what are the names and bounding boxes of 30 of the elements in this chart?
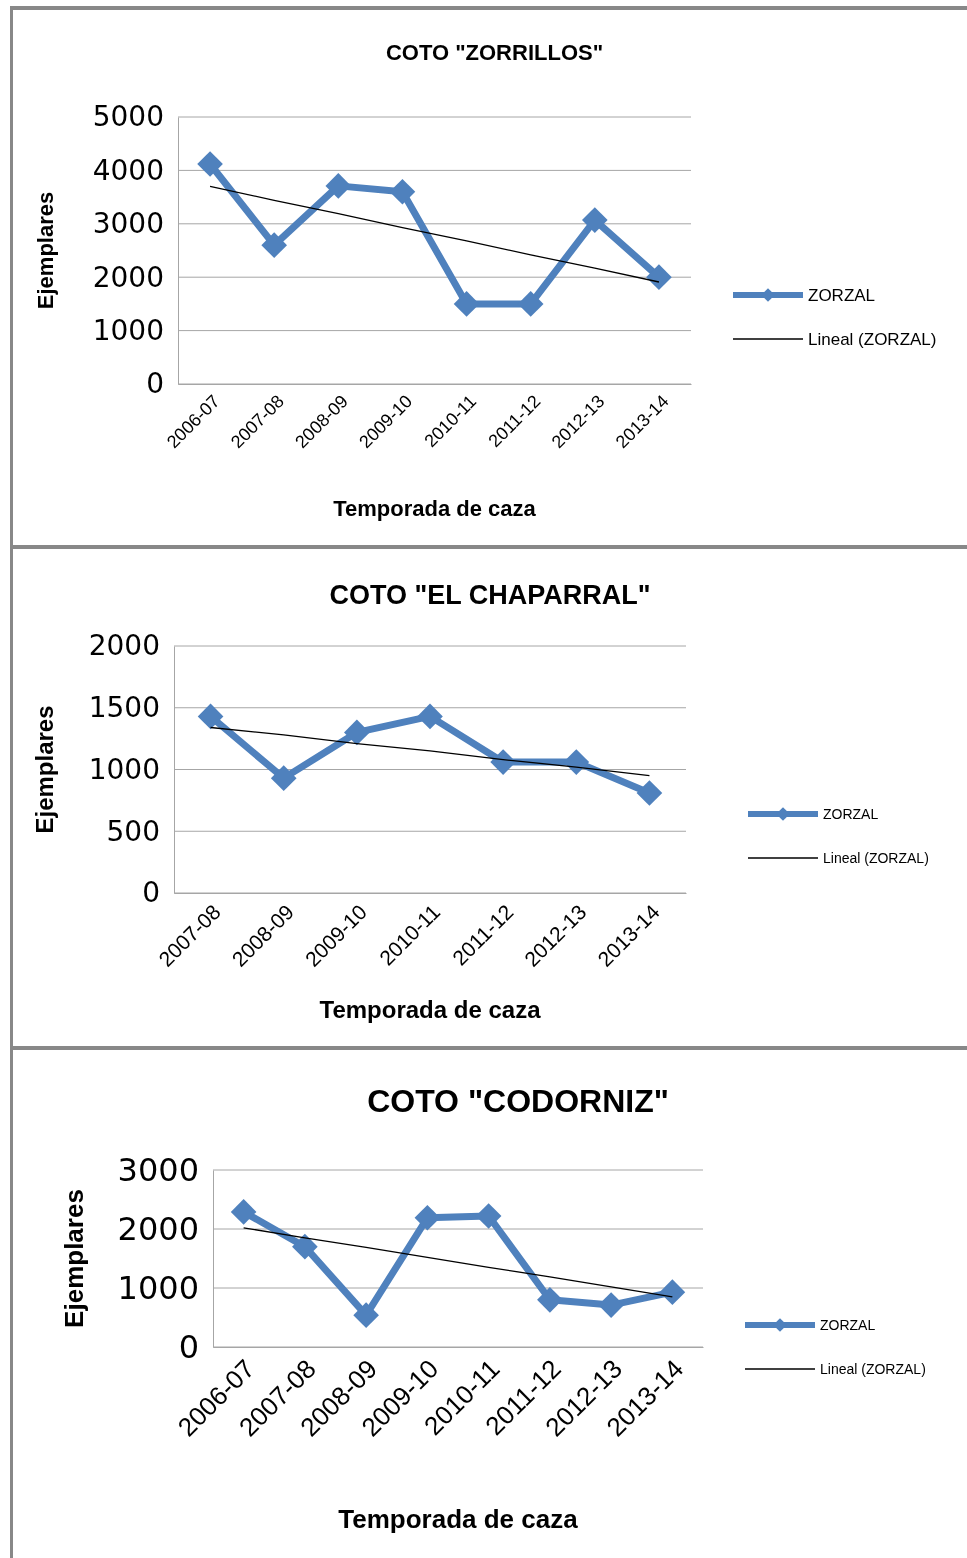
y-axis-title: Ejemplares — [33, 191, 58, 310]
legend-label: Lineal (ZORZAL) — [823, 849, 929, 866]
x-axis-title: Temporada de caza — [319, 996, 542, 1023]
chart-title: COTO "EL CHAPARRAL" — [329, 580, 651, 610]
y-tick-label: 2000 — [117, 1209, 199, 1248]
y-tick-label: 5000 — [92, 100, 164, 134]
y-tick-label: 1500 — [88, 691, 160, 725]
y-tick-label: 0 — [178, 1327, 199, 1366]
legend-label: ZORZAL — [808, 285, 876, 305]
legend-label: ZORZAL — [820, 1316, 876, 1333]
y-tick-label: 2000 — [88, 629, 160, 663]
x-axis-title: Temporada de caza — [333, 496, 537, 521]
y-tick-label: 2000 — [92, 260, 164, 294]
y-tick-label: 4000 — [92, 153, 164, 187]
y-tick-label: 3000 — [117, 1150, 199, 1189]
y-tick-label: 3000 — [92, 207, 164, 241]
y-tick-label: 1000 — [88, 752, 160, 786]
y-tick-label: 1000 — [92, 314, 164, 348]
chart-title: COTO "ZORRILLOS" — [385, 40, 604, 65]
legend-label: Lineal (ZORZAL) — [808, 329, 937, 349]
y-axis-title: Ejemplares — [31, 705, 58, 834]
chart-title: COTO "CODORNIZ" — [367, 1083, 669, 1119]
y-tick-label: 500 — [106, 814, 160, 848]
x-axis-title: Temporada de caza — [338, 1504, 579, 1534]
legend-label: Lineal (ZORZAL) — [820, 1360, 926, 1377]
y-tick-label: 1000 — [117, 1268, 199, 1307]
y-axis-title: Ejemplares — [59, 1189, 89, 1328]
y-tick-label: 0 — [146, 367, 164, 401]
legend-label: ZORZAL — [823, 805, 879, 822]
y-tick-label: 0 — [142, 876, 160, 910]
